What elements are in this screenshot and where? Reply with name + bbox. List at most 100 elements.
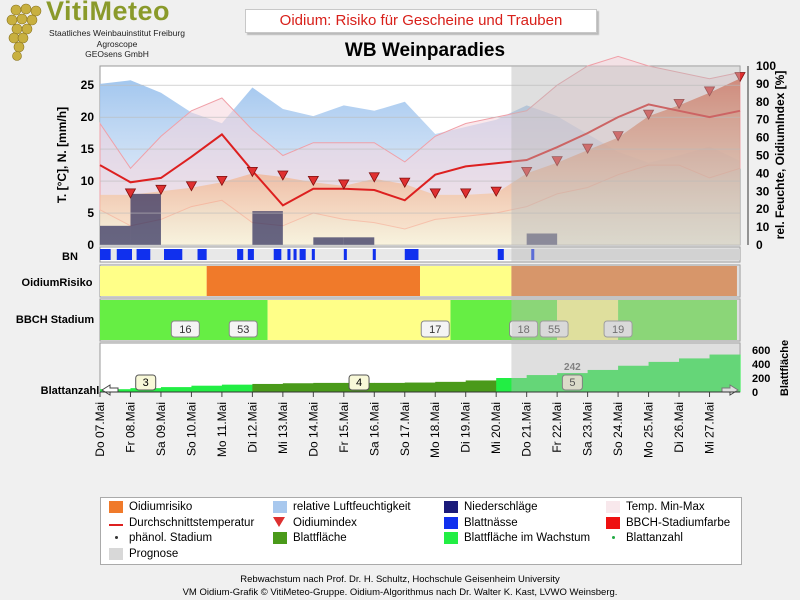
legend-swatch — [109, 547, 123, 560]
leaf-area-bar — [709, 354, 741, 392]
logo-line: GEOsens GmbH — [85, 49, 149, 59]
legend-swatch — [612, 536, 615, 540]
station-name: WB Weinparadies — [344, 40, 506, 61]
x-tick-label: Do 07.Mai — [93, 402, 107, 457]
precipitation-bar — [526, 233, 558, 245]
y-tick-right: 90 — [756, 77, 770, 91]
y-tick-right: 100 — [756, 59, 776, 73]
leaf-count-box — [348, 374, 370, 391]
y-tick-left: 15 — [81, 142, 95, 156]
legend-label: Oidiumrisiko — [129, 501, 193, 514]
y-tick-left: 5 — [87, 206, 94, 220]
oidium-index-marker — [155, 184, 167, 196]
legend-item: Oidiumindex — [273, 517, 357, 529]
oidium-index-marker — [551, 156, 563, 167]
y-tick-left: 25 — [81, 78, 95, 92]
chart-title: Oidium: Risiko für Gescheine und Trauben — [245, 9, 597, 33]
mean-temperature-line — [99, 103, 741, 207]
oidium-index-marker — [216, 175, 228, 187]
x-tick-label: Di 26.Mai — [672, 402, 686, 453]
x-tick-label: So 10.Mai — [184, 402, 198, 456]
x-tick-label: Sa 23.Mai — [581, 402, 595, 456]
leaf-y-tick: 200 — [752, 373, 770, 385]
legend-item: Prognose — [109, 547, 178, 560]
bbch-segment — [618, 300, 737, 340]
x-tick-label: Do 14.Mai — [306, 402, 320, 457]
x-tick-label: So 24.Mai — [611, 402, 625, 456]
y-tick-right: 50 — [756, 149, 770, 163]
x-tick-label: Fr 08.Mai — [123, 402, 137, 453]
leaf-area-bar — [618, 365, 650, 392]
leaf-count-label: 5 — [569, 377, 575, 389]
oidium-index-marker — [673, 98, 685, 110]
leaf-area-bar — [252, 383, 284, 392]
oidium-index-marker — [277, 170, 289, 181]
leaf-area-bar — [526, 375, 558, 392]
oidium-index-area — [100, 78, 740, 245]
bbch-stage-label: 55 — [548, 324, 560, 336]
leaf-area-bar — [496, 378, 528, 392]
oidium-index-marker — [307, 175, 320, 187]
bbch-stage-label: 16 — [179, 324, 191, 336]
x-tick-label: Fr 15.Mai — [337, 402, 351, 453]
legend-swatch — [109, 523, 123, 526]
x-tick-label: Mo 11.Mai — [215, 402, 229, 457]
bbch-segment — [267, 300, 451, 340]
legend-label: Blattanzahl — [626, 532, 683, 544]
y-tick-left: 10 — [81, 174, 95, 188]
bbch-stage-box — [228, 320, 258, 338]
leaf-area-bar — [404, 382, 436, 392]
leaf-wetness-segment — [273, 249, 282, 260]
precipitation-bar — [343, 237, 375, 245]
y-tick-right: 10 — [756, 220, 770, 234]
y-tick-right: 20 — [756, 202, 770, 216]
forecast-shading — [511, 299, 740, 341]
legend-item: Niederschläge — [444, 501, 538, 513]
precipitation-bar — [100, 225, 131, 245]
y-tick-right: 70 — [756, 113, 770, 127]
leaf-wetness-segment — [247, 249, 254, 260]
bbch-stage-box — [170, 320, 200, 338]
legend-swatch — [273, 517, 285, 528]
leaf-area-bar — [282, 383, 314, 392]
leaf-wetness-segment — [372, 249, 376, 260]
legend-item: Temp. Min-Max — [606, 501, 705, 513]
risk-label: OidiumRisiko — [22, 277, 93, 289]
bbch-stage-box — [539, 320, 569, 338]
legend-item: Blattfläche im Wachstum — [444, 532, 590, 544]
forecast-shading — [511, 343, 740, 392]
bbch-stage-label: 18 — [517, 324, 529, 336]
legend-swatch — [606, 501, 620, 513]
legend-label: relative Luftfeuchtigkeit — [293, 501, 411, 514]
footer: Rebwachstum nach Prof. Dr. H. Schultz, H… — [0, 573, 800, 599]
x-tick-label: Fr 22.Mai — [550, 402, 564, 453]
oidium-index-marker — [185, 181, 198, 192]
y-tick-left: 20 — [81, 110, 95, 124]
leaf-count-label: 4 — [356, 377, 362, 389]
footer-line: VM Oidium-Grafik © VitiMeteo-Gruppe. Oid… — [182, 587, 618, 598]
legend-swatch — [273, 501, 287, 513]
bbch-stage-label: 19 — [612, 324, 624, 336]
legend-item: Blattanzahl — [606, 532, 683, 544]
legend-item: phänol. Stadium — [109, 532, 212, 544]
y-axis-label-right: rel. Feuchte, OidiumIndex [%] — [773, 71, 787, 240]
x-tick-label: So 17.Mai — [398, 402, 412, 456]
precipitation-bar — [252, 211, 283, 245]
x-tick-label: Mi 27.Mai — [703, 402, 717, 454]
oidium-index-marker — [703, 86, 716, 97]
grape-icon — [6, 3, 42, 61]
oidium-index-marker — [734, 72, 746, 83]
legend-swatch — [115, 536, 118, 540]
leaf-area-bar — [679, 358, 711, 392]
legend-label: Blattfläche im Wachstum — [464, 532, 591, 545]
legend-label: Blattnässe — [464, 516, 518, 529]
bbch-stage-box — [509, 320, 539, 338]
x-tick-label: Mo 18.Mai — [428, 402, 442, 458]
risk-segment — [206, 266, 420, 296]
legend-item: relative Luftfeuchtigkeit — [273, 501, 411, 513]
legend-label: Niederschläge — [464, 501, 538, 514]
oidium-index-marker — [429, 188, 441, 199]
oidium-index-marker — [581, 143, 594, 154]
precipitation-bar — [313, 237, 344, 245]
leaf-y-tick: 600 — [752, 345, 770, 357]
